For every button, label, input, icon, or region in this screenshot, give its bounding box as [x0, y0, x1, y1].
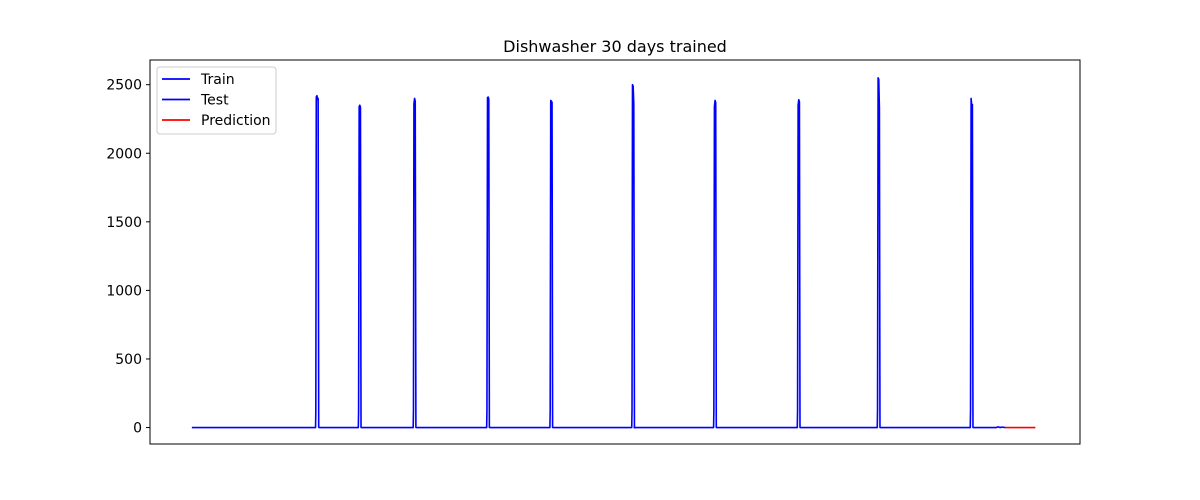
y-tick-label: 1500: [106, 215, 142, 231]
y-tick-label: 2000: [106, 146, 142, 162]
axes-frame: [149, 59, 1081, 445]
chart-title: Dishwasher 30 days trained: [503, 37, 727, 56]
series-line-train: [191, 83, 636, 429]
legend-label-test: Test: [200, 93, 229, 109]
legend: Train Test Prediction: [156, 66, 277, 135]
y-tick-label: 1000: [106, 283, 142, 299]
y-tick-label: 0: [133, 421, 142, 437]
y-tick-label: 2500: [106, 78, 142, 94]
y-axis: 0 500 1000 1500 2000 2500: [106, 78, 150, 437]
legend-box: [156, 66, 277, 135]
y-tick-label: 500: [115, 352, 142, 368]
legend-label-prediction: Prediction: [201, 113, 271, 129]
series-line-test: [633, 77, 1006, 429]
legend-label-train: Train: [200, 72, 235, 88]
plot-area: [191, 77, 1036, 429]
